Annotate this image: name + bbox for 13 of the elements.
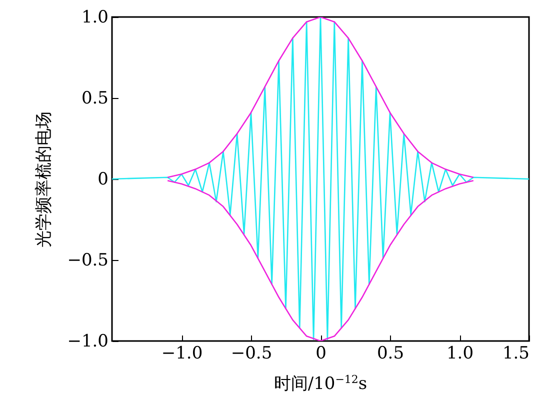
x-tick-label: 0 bbox=[316, 344, 326, 364]
x-tick-label: 1.0 bbox=[446, 344, 474, 364]
x-tick-label: −0.5 bbox=[230, 344, 272, 364]
x-axis-title: 时间/10$^{−12}$s bbox=[272, 372, 368, 394]
y-tick-label: −0.5 bbox=[67, 250, 108, 270]
y-axis-title: 光学频率梳的电场 bbox=[34, 112, 54, 248]
x-tick-label: 1.5 bbox=[502, 344, 530, 364]
y-tick-label: 0.5 bbox=[81, 88, 108, 108]
y-tick-label: 0 bbox=[98, 170, 108, 190]
x-tick-label: −1.0 bbox=[161, 344, 203, 364]
x-tick-label: 0.5 bbox=[376, 344, 404, 364]
y-tick-label: 1.0 bbox=[81, 8, 108, 28]
line-series bbox=[112, 17, 529, 340]
